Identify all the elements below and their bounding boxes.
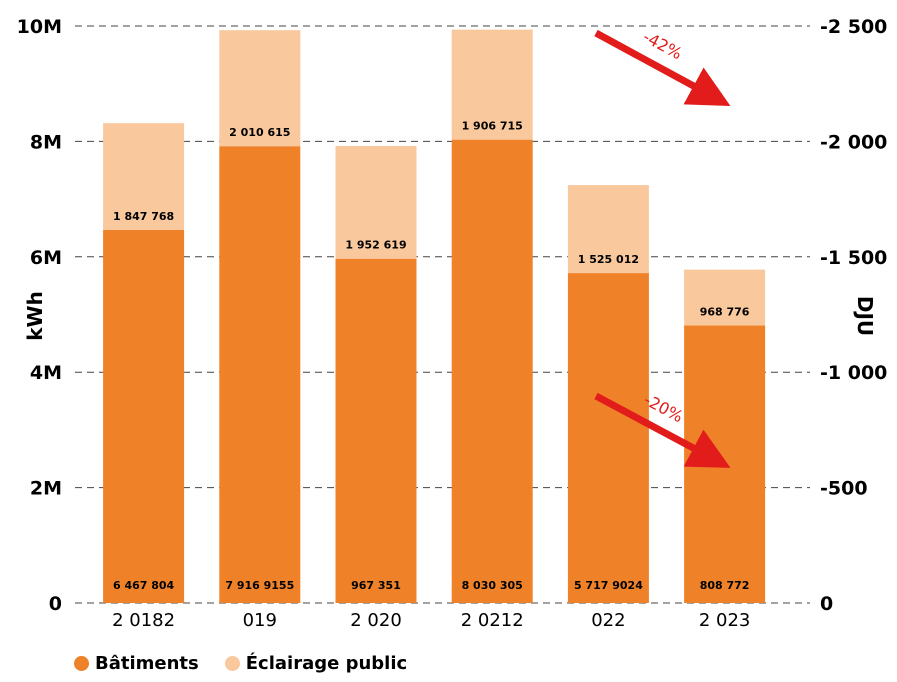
legend-swatch-eclairage — [224, 656, 240, 671]
y-tick-label: 8M — [30, 131, 62, 153]
bar-batiments — [103, 229, 185, 603]
bar-eclairage — [451, 29, 533, 140]
y-tick-label: 4M — [30, 362, 62, 384]
y-tick-label: 6M — [30, 247, 62, 269]
bar-eclairage — [219, 30, 301, 147]
y-tick-label: 2M — [30, 478, 62, 500]
bar-eclairage — [684, 269, 766, 326]
data-label-batiments: 5 717 9024 — [574, 579, 643, 592]
y2-tick-label: 0 — [820, 593, 833, 615]
y-axis-label: kWh — [23, 291, 47, 341]
bars — [103, 29, 766, 603]
data-label-batiments: 7 916 9155 — [225, 579, 294, 592]
y-tick-label: 10M — [17, 16, 62, 38]
y2-tick-label: -500 — [820, 478, 868, 500]
y2-axis-label: DJU — [853, 296, 877, 336]
legend-item-eclairage: Éclairage public — [224, 653, 408, 674]
data-label-eclairage: 1 906 715 — [462, 120, 523, 133]
bar-batiments — [567, 273, 649, 603]
legend-label-batiments: Bâtiments — [95, 653, 199, 674]
bar-eclairage — [567, 185, 649, 274]
data-label-batiments: 808 772 — [700, 579, 750, 592]
data-label-batiments: 6 467 804 — [113, 579, 175, 592]
bar-eclairage — [103, 123, 185, 230]
legend: Bâtiments Éclairage public — [74, 653, 407, 674]
data-label-eclairage: 1 952 619 — [345, 239, 406, 252]
data-label-eclairage: 2 010 615 — [229, 126, 290, 139]
data-label-eclairage: 1 525 012 — [578, 253, 639, 266]
y2-tick-label: -1 000 — [820, 362, 887, 384]
data-labels: 6 467 804 1 847 768 7 916 9155 2 010 615 967… — [113, 120, 750, 592]
y2-tick-label: -2 000 — [820, 131, 887, 153]
axes: 0 0 2M -500 4M -1 000 6M -1 500 8M -2 000 10M -2 50… — [17, 16, 888, 631]
data-label-eclairage: 968 776 — [700, 306, 750, 319]
y-tick-label: 0 — [49, 593, 62, 615]
legend-label-eclairage: Éclairage public — [245, 653, 408, 674]
data-label-batiments: 967 351 — [351, 579, 401, 592]
x-tick-label: 019 — [243, 610, 277, 631]
bar-batiments — [335, 258, 417, 603]
bar-batiments — [451, 139, 533, 603]
bar-eclairage — [335, 146, 417, 259]
x-tick-label: 022 — [591, 610, 625, 631]
data-label-batiments: 8 030 305 — [462, 579, 523, 592]
y2-tick-label: -2 500 — [820, 16, 887, 38]
x-tick-label: 2 020 — [350, 610, 402, 631]
legend-swatch-batiments — [74, 656, 89, 671]
x-tick-label: 2 0182 — [112, 610, 175, 631]
data-label-eclairage: 1 847 768 — [113, 210, 174, 223]
x-tick-label: 2 0212 — [461, 610, 524, 631]
legend-item-batiments: Bâtiments — [74, 653, 199, 674]
bar-batiments — [219, 146, 301, 603]
trend-arrow-top: -42% — [594, 27, 731, 107]
x-tick-label: 2 023 — [699, 610, 751, 631]
y2-tick-label: -1 500 — [820, 247, 887, 269]
bar-batiments — [684, 325, 766, 603]
